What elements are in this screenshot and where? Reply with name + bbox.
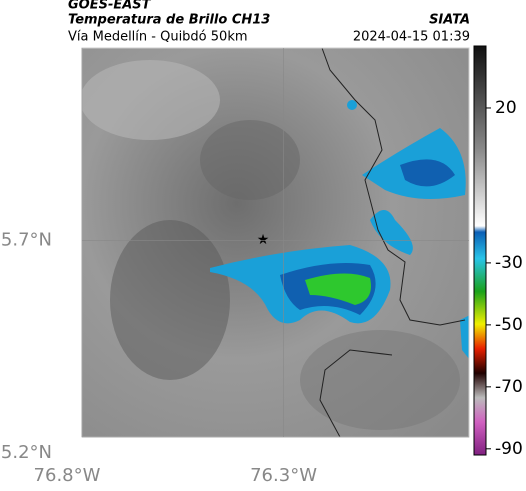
lat-label: 5.7°N: [1, 230, 52, 251]
colorbar-label: 20: [495, 98, 517, 118]
axes: 5.7°N 5.2°N76.8°W 76.3°W 20 -30 -50 -70 -90: [1, 48, 523, 486]
location: Vía Medellín - Quibdó 50km: [68, 30, 248, 45]
lon-label: 76.8°W: [34, 465, 101, 486]
subtitle: Temperatura de Brillo CH13: [68, 13, 270, 28]
location-star: ★: [257, 232, 270, 248]
colorbar-label: -50: [495, 315, 523, 335]
colorbar-label: -90: [495, 439, 523, 459]
colorbar-label: -70: [495, 377, 523, 397]
lat-label: 5.2°N: [1, 442, 52, 463]
source: SIATA: [429, 13, 470, 28]
lon-label: 76.3°W: [250, 465, 317, 486]
colorbar-label: -30: [495, 253, 523, 273]
title: GOES-EAST: [68, 0, 152, 13]
datetime: 2024-04-15 01:39: [353, 30, 470, 45]
imagery: ★: [82, 48, 469, 437]
colorbar: [473, 45, 487, 456]
